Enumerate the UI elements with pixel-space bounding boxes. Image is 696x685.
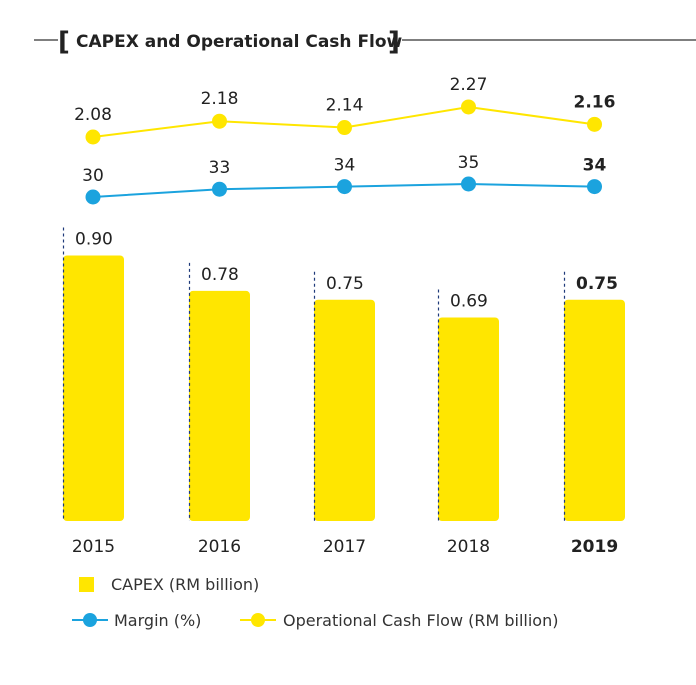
legend-ocf-marker	[251, 613, 265, 627]
ocf-value-label-2018: 2.27	[450, 75, 488, 95]
margin-value-label-2015: 30	[82, 166, 104, 186]
title-bracket-left: [	[58, 27, 70, 57]
legend: CAPEX (RM billion) Margin (%) Operational …	[72, 575, 558, 630]
ocf-value-label-2019: 2.16	[574, 92, 616, 112]
margin-value-label-2016: 33	[209, 158, 231, 178]
legend-capex-label: CAPEX (RM billion)	[111, 575, 259, 594]
capex-bar-2015	[63, 255, 124, 521]
margin-point-2016	[212, 181, 227, 197]
ocf-value-label-2015: 2.08	[74, 105, 112, 125]
x-tick-label-2018: 2018	[447, 537, 490, 557]
capex-bar-2016	[189, 290, 250, 521]
capex-value-label-2018: 0.69	[450, 291, 488, 311]
capex-value-label-2017: 0.75	[326, 274, 364, 294]
legend-capex-swatch	[79, 577, 94, 592]
legend-ocf-label: Operational Cash Flow (RM billion)	[283, 611, 558, 630]
plot-area: 0.90 2015 0.78 2016 0.75 2017 0.69 2018 0.75 2019…	[62, 75, 625, 557]
x-tick-label-2017: 2017	[323, 537, 366, 557]
ocf-point-2018	[461, 99, 476, 115]
x-tick-label-2015: 2015	[72, 537, 115, 557]
legend-margin-marker	[83, 613, 97, 627]
capex-bar-2018	[438, 317, 499, 521]
chart-title: CAPEX and Operational Cash Flow	[76, 32, 403, 52]
chart-title-group: [ CAPEX and Operational Cash Flow ]	[34, 27, 696, 57]
margin-value-label-2018: 35	[458, 153, 480, 173]
capex-value-label-2019: 0.75	[576, 274, 618, 294]
margin-value-label-2019: 34	[583, 156, 607, 176]
margin-point-2015	[85, 189, 101, 205]
capex-value-label-2016: 0.78	[201, 265, 239, 285]
title-bracket-right: ]	[388, 27, 400, 57]
margin-point-2017	[337, 179, 352, 195]
margin-point-2018	[461, 176, 476, 192]
x-tick-label-2016: 2016	[198, 537, 241, 557]
capex-bar-2019	[564, 299, 625, 521]
margin-value-label-2017: 34	[334, 156, 356, 176]
ocf-point-2016	[212, 113, 227, 129]
capex-value-label-2015: 0.90	[75, 230, 113, 250]
x-tick-label-2019: 2019	[571, 537, 618, 557]
margin-point-2019	[587, 179, 602, 195]
ocf-point-2017	[337, 120, 352, 136]
capex-bar-2017	[314, 299, 375, 521]
ocf-point-2019	[587, 116, 602, 132]
ocf-value-label-2017: 2.14	[326, 96, 364, 116]
ocf-point-2015	[85, 129, 101, 145]
legend-margin-label: Margin (%)	[114, 611, 201, 630]
ocf-value-label-2016: 2.18	[201, 89, 239, 109]
